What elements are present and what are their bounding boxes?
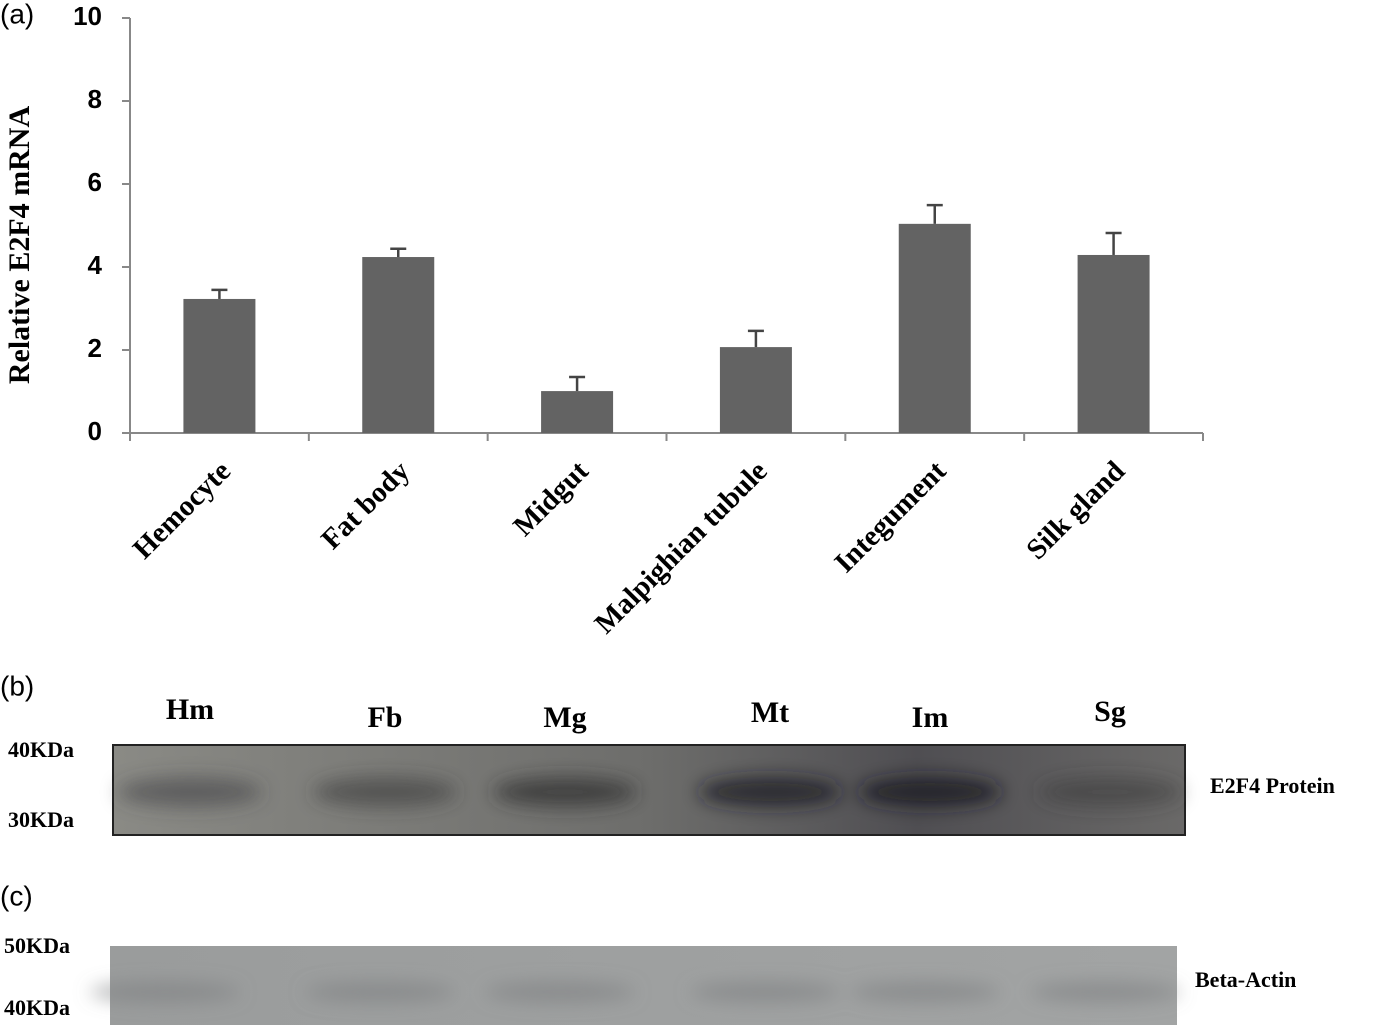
marker-label: 50KDa — [4, 933, 70, 958]
x-tick-label: Hemocyte — [127, 455, 237, 565]
error-bar — [390, 247, 407, 258]
error-bar — [1105, 231, 1122, 255]
lane-label: Hm — [166, 693, 214, 726]
y-tick-label: 2 — [88, 333, 102, 363]
protein-band — [858, 777, 1002, 807]
x-tick-label: Silk gland — [1020, 455, 1131, 566]
blot-e2f4 — [112, 744, 1186, 836]
protein-band — [698, 777, 842, 807]
panel-label: (c) — [0, 880, 33, 911]
lane-label: Mg — [543, 701, 586, 734]
y-tick-label: 10 — [73, 1, 102, 31]
x-tick-label: Integument — [828, 455, 952, 579]
x-tick-label: Midgut — [507, 455, 595, 543]
y-axis-title: Relative E2F4 mRNA — [3, 106, 36, 385]
y-tick-label: 8 — [88, 84, 102, 114]
marker-label: 40KDa — [4, 995, 70, 1020]
bar — [719, 347, 792, 433]
error-bar — [569, 375, 586, 392]
protein-band — [485, 982, 635, 1002]
protein-band — [313, 777, 457, 807]
y-tick-label: 0 — [88, 416, 102, 446]
lane-label: Mt — [751, 696, 789, 729]
lane-label: Im — [912, 701, 949, 734]
panel-label: (b) — [0, 670, 34, 701]
protein-band — [1038, 777, 1182, 807]
protein-band — [493, 777, 637, 807]
protein-band — [850, 982, 1000, 1002]
lane-label: Sg — [1094, 695, 1126, 728]
bar — [898, 223, 971, 433]
protein-band — [118, 777, 262, 807]
lane-label: Fb — [367, 701, 402, 734]
marker-label: 30KDa — [8, 807, 74, 832]
y-tick-label: 6 — [88, 167, 102, 197]
bar — [541, 391, 614, 433]
blot-name: E2F4 Protein — [1210, 773, 1335, 798]
x-tick-label: Malpighian tubule — [589, 455, 774, 640]
blot-name: Beta-Actin — [1195, 967, 1296, 992]
marker-label: 40KDa — [8, 737, 74, 762]
y-tick-label: 4 — [88, 250, 103, 280]
error-bar — [926, 203, 943, 224]
x-tick-label: Fat body — [315, 455, 416, 556]
bar — [183, 298, 256, 433]
blot-membrane — [112, 744, 1186, 836]
bar — [362, 257, 435, 433]
error-bar — [211, 288, 228, 299]
protein-band — [90, 982, 240, 1002]
blot-actin — [90, 946, 1180, 1025]
blot-membrane — [110, 946, 1177, 1025]
panel-label: (a) — [0, 0, 34, 29]
bar-chart: 0 2 4 6 8 10 Hemocyte Fat body MidgutMalpighian … — [73, 1, 1204, 640]
error-bar — [747, 329, 764, 348]
protein-band — [690, 982, 840, 1002]
protein-band — [305, 982, 455, 1002]
protein-band — [1030, 982, 1180, 1002]
bar — [1077, 254, 1150, 433]
